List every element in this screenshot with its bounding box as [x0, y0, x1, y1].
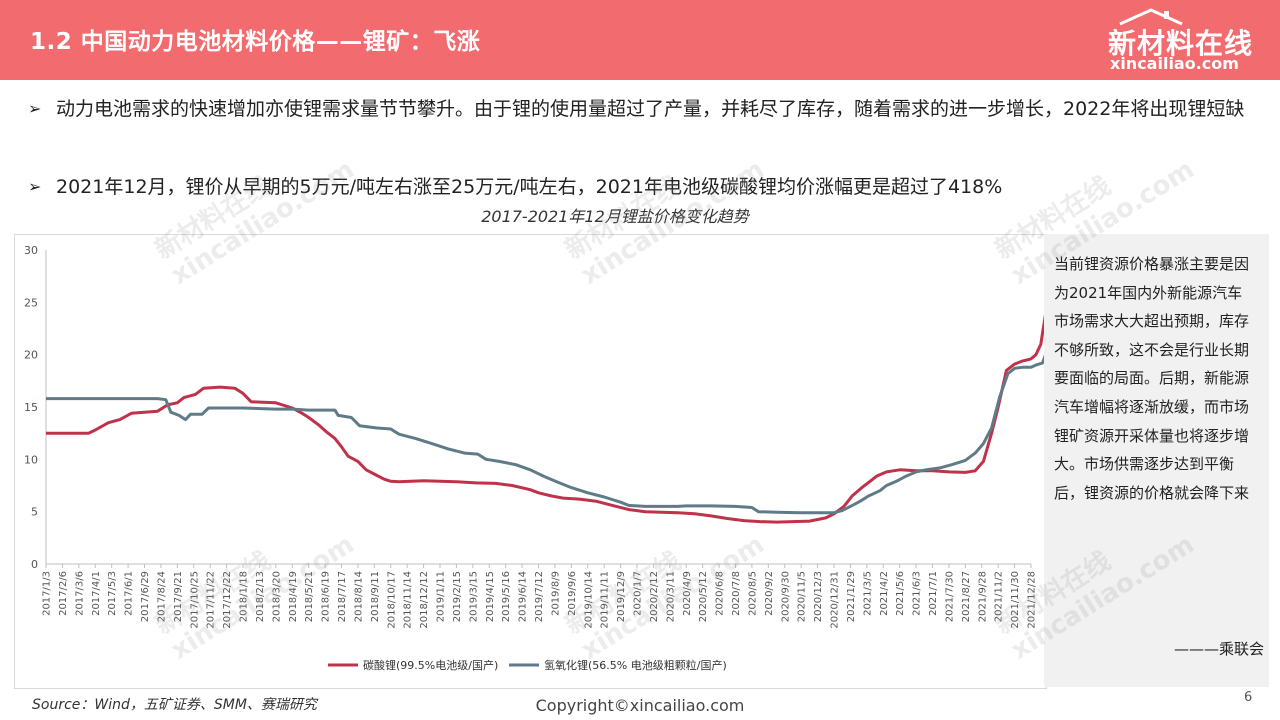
slide-title: 1.2 中国动力电池材料价格——锂矿：飞涨	[30, 29, 481, 55]
x-tick-label: 2017/6/1	[124, 571, 135, 616]
x-tick-label: 2017/6/29	[140, 571, 151, 622]
x-tick-label: 2021/5/6	[895, 571, 906, 616]
series-line-1	[46, 275, 1054, 524]
y-tick-label: 25	[24, 296, 38, 309]
x-tick-label: 2018/7/17	[337, 571, 348, 622]
x-tick-label: 2018/3/20	[271, 571, 282, 622]
line-chart: 0 5 10 15 20 25 30 2017/1/3 2017/2/6 2017/3/6 2017…	[24, 244, 1054, 672]
chart-panel: 0 5 10 15 20 25 30 2017/1/3 2017/2/6 2017/3/6 2017…	[14, 234, 1054, 689]
x-tick-label: 2017/3/6	[74, 571, 85, 616]
x-tick-label: 2017/1/3	[42, 571, 53, 616]
x-tick-label: 2019/1/11	[436, 571, 447, 622]
x-tick-label: 2020/2/12	[649, 571, 660, 622]
logo-text-en: xincailiao.com	[1110, 54, 1239, 73]
x-tick-label: 2019/6/14	[518, 571, 529, 622]
x-tick-label: 2018/2/13	[255, 571, 266, 622]
x-tick-label: 2021/3/5	[862, 571, 873, 616]
x-tick-label: 2020/6/8	[715, 571, 726, 616]
x-tick-label: 2019/8/9	[550, 571, 561, 616]
x-tick-label: 2017/11/22	[206, 571, 217, 629]
x-tick-label: 2019/11/11	[600, 571, 611, 629]
x-tick-label: 2021/4/2	[879, 571, 890, 616]
side-note-panel: 当前锂资源价格暴涨主要是因为2021年国内外新能源汽车市场需求大大超出预期，库存…	[1044, 234, 1269, 687]
series-line-2	[46, 331, 1054, 515]
x-tick-label: 2021/12/28	[1027, 571, 1038, 629]
arrow-bullet-icon: ➢	[28, 99, 42, 118]
x-tick-label: 2021/1/29	[846, 571, 857, 622]
chart-title: 2017-2021年12月锂盐价格变化趋势	[481, 207, 749, 226]
x-tick-label: 2019/5/16	[501, 571, 512, 622]
x-tick-label: 2020/1/7	[633, 571, 644, 616]
x-tick-label: 2019/7/12	[534, 571, 545, 622]
arrow-bullet-icon: ➢	[28, 177, 42, 196]
y-tick-label: 5	[31, 506, 38, 519]
x-tick-label: 2018/11/14	[403, 571, 414, 629]
bullet-text: 2021年12月，锂价从早期的5万元/吨左右涨至25万元/吨左右，2021年电池…	[56, 176, 1003, 198]
x-tick-label: 2021/9/28	[977, 571, 988, 622]
x-tick-label: 2017/10/25	[189, 571, 200, 629]
x-tick-label: 2017/5/3	[107, 571, 118, 616]
x-tick-label: 2020/4/9	[682, 571, 693, 616]
x-tick-label: 2020/5/12	[698, 571, 709, 622]
x-tick-label: 2019/10/14	[583, 571, 594, 629]
x-tick-label: 2018/1/18	[239, 571, 250, 622]
x-tick-label: 2021/8/27	[961, 571, 972, 622]
page-number: 6	[1244, 690, 1253, 705]
x-tick-label: 2020/3/11	[665, 571, 676, 622]
x-tick-label: 2017/9/21	[173, 571, 184, 622]
side-note-signature: ———乘联会	[1174, 640, 1265, 658]
legend-label: 氢氧化锂(56.5% 电池级粗颗粒/国产)	[544, 658, 727, 672]
x-tick-label: 2018/5/21	[304, 571, 315, 622]
copyright-text: Copyright©xincailiao.com	[535, 696, 745, 715]
x-tick-label: 2021/6/3	[912, 571, 923, 616]
logo-text-cn: 新材料在线	[1108, 27, 1254, 60]
x-tick-label: 2021/7/30	[944, 571, 955, 622]
x-tick-label: 2020/12/3	[813, 571, 824, 622]
x-tick-label: 2018/4/19	[288, 571, 299, 622]
y-tick-label: 15	[24, 401, 38, 414]
x-tick-label: 2019/12/9	[616, 571, 627, 622]
x-tick-label: 2017/2/6	[58, 571, 69, 616]
x-tick-label: 2018/8/14	[353, 571, 364, 622]
x-tick-label: 2020/12/31	[830, 571, 841, 629]
y-tick-label: 30	[24, 244, 38, 257]
side-note-text: 当前锂资源价格暴涨主要是因为2021年国内外新能源汽车市场需求大大超出预期，库存…	[1054, 255, 1250, 502]
x-tick-label: 2018/6/19	[321, 571, 332, 622]
header-bar: 1.2 中国动力电池材料价格——锂矿：飞涨 新材料在线 xincailiao.c…	[0, 0, 1280, 80]
x-tick-label: 2019/2/15	[452, 571, 463, 622]
x-tick-label: 2017/12/22	[222, 571, 233, 629]
x-tick-label: 2018/12/12	[419, 571, 430, 629]
x-tick-label: 2020/9/2	[764, 571, 775, 616]
x-tick-label: 2019/4/15	[485, 571, 496, 622]
house-roof-icon	[1119, 8, 1183, 26]
y-tick-label: 20	[24, 349, 38, 362]
legend-label: 碳酸锂(99.5%电池级/国产)	[363, 658, 498, 672]
x-tick-label: 2020/7/8	[731, 571, 742, 616]
x-tick-label: 2020/11/5	[797, 571, 808, 622]
x-tick-label: 2020/8/5	[747, 571, 758, 616]
brand-logo: 新材料在线 xincailiao.com	[1106, 8, 1266, 74]
x-tick-label: 2020/9/30	[780, 571, 791, 622]
x-tick-label: 2018/9/11	[370, 571, 381, 622]
x-tick-label: 2021/7/1	[928, 571, 939, 616]
x-tick-label: 2021/11/30	[1010, 571, 1021, 629]
y-tick-label: 10	[24, 453, 38, 466]
x-tick-label: 2019/9/6	[567, 571, 578, 616]
bullet-text: 动力电池需求的快速增加亦使锂需求量节节攀升。由于锂的使用量超过了产量，并耗尽了库…	[56, 98, 1245, 120]
x-tick-label: 2019/3/15	[468, 571, 479, 622]
x-tick-label: 2017/4/1	[91, 571, 102, 616]
x-tick-label: 2018/10/17	[386, 571, 397, 629]
source-note: Source：Wind，五矿证券、SMM、赛瑞研究	[32, 697, 317, 713]
x-tick-label: 2021/11/2	[994, 571, 1005, 622]
y-tick-label: 0	[31, 558, 38, 571]
x-tick-label: 2017/8/24	[156, 571, 167, 622]
